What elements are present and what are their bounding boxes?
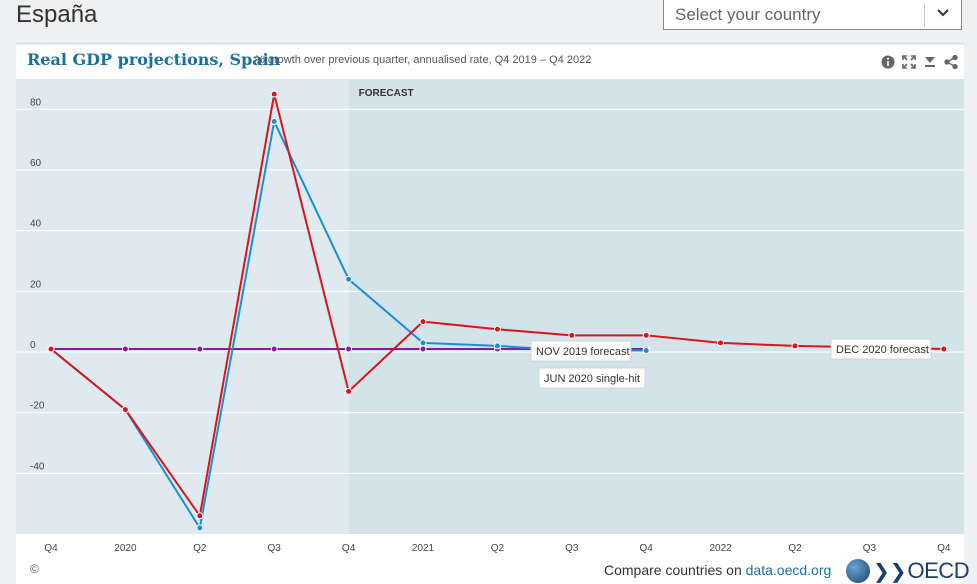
copyright-icon[interactable]: ©	[30, 562, 39, 576]
select-divider	[924, 3, 925, 27]
country-title: España	[16, 1, 98, 28]
x-tick-label: Q3	[268, 543, 282, 554]
x-tick-label: Q2	[193, 543, 207, 554]
compare-countries: Compare countries on data.oecd.org	[604, 562, 831, 578]
logo-slashes: ❯❯	[873, 560, 907, 583]
data-point	[345, 387, 353, 395]
series-label-box	[830, 338, 932, 360]
data-point	[791, 342, 799, 350]
chart-subtitle: % growth over previous quarter, annualis…	[255, 54, 592, 66]
y-tick-label: 40	[30, 219, 42, 230]
data-point	[345, 275, 353, 283]
data-point	[419, 318, 427, 326]
data-point	[196, 524, 204, 532]
info-icon[interactable]	[881, 55, 895, 69]
chevron-down-icon[interactable]	[935, 5, 951, 21]
y-tick-label: 60	[30, 158, 42, 169]
x-tick-label: Q4	[937, 543, 951, 554]
data-point	[419, 339, 427, 347]
data-point	[196, 512, 204, 520]
country-select[interactable]: Select your country	[663, 0, 962, 30]
x-tick-label: Q3	[565, 543, 579, 554]
history-background	[16, 79, 349, 534]
y-tick-label: -20	[30, 401, 45, 412]
data-point	[345, 345, 353, 353]
y-tick-label: -40	[30, 461, 45, 472]
y-tick-label: 80	[30, 97, 42, 108]
data-point	[568, 331, 576, 339]
x-tick-label: Q4	[44, 543, 58, 554]
x-tick-label: Q2	[491, 543, 505, 554]
data-point	[121, 406, 129, 414]
oecd-logo-text: OECD	[907, 558, 970, 583]
share-icon[interactable]	[944, 54, 958, 70]
x-tick-label: Q2	[788, 543, 802, 554]
series-label: NOV 2019 forecast	[530, 340, 632, 362]
data-point	[47, 345, 55, 353]
compare-prefix: Compare countries on	[604, 562, 742, 578]
fullscreen-icon[interactable]	[902, 55, 916, 69]
data-point	[642, 346, 650, 354]
series-label-box	[530, 340, 632, 362]
y-tick-label: 0	[30, 340, 36, 351]
forecast-label: FORECAST	[359, 88, 414, 99]
x-tick-label: 2021	[412, 543, 435, 554]
oecd-logo[interactable]: ❯❯ OECD	[846, 558, 970, 584]
data-point	[121, 345, 129, 353]
globe-icon	[846, 559, 870, 583]
data-point	[419, 345, 427, 353]
x-tick-label: Q4	[342, 543, 356, 554]
data-point	[270, 90, 278, 98]
data-point	[717, 339, 725, 347]
chart-toolbar	[881, 54, 958, 70]
data-point	[642, 331, 650, 339]
download-icon[interactable]	[923, 55, 937, 69]
series-label: DEC 2020 forecast	[830, 338, 932, 360]
country-select-placeholder: Select your country	[675, 5, 821, 24]
x-tick-label: Q3	[863, 543, 877, 554]
x-tick-label: 2020	[114, 543, 137, 554]
gdp-line-chart: -40 -20 0 20 40 60 80 FORECAST Q4 2020 Q2 Q3 Q4 2021 Q…	[16, 79, 964, 554]
chart-title: Real GDP projections, Spain	[27, 50, 281, 69]
series-label-box	[538, 367, 646, 389]
data-point	[493, 342, 501, 350]
data-point	[270, 117, 278, 125]
x-tick-label: Q4	[640, 543, 654, 554]
y-tick-label: 20	[30, 279, 42, 290]
chart-panel: Real GDP projections, Spain % growth ove…	[16, 42, 970, 584]
data-point	[940, 345, 948, 353]
data-point	[270, 345, 278, 353]
data-oecd-link[interactable]: data.oecd.org	[745, 562, 832, 578]
data-point	[196, 345, 204, 353]
series-label: JUN 2020 single-hit	[538, 367, 646, 389]
series-label-text: DEC 2020 forecast	[836, 344, 929, 356]
series-label-text: NOV 2019 forecast	[536, 346, 630, 358]
forecast-background	[348, 79, 964, 534]
x-tick-label: 2022	[709, 543, 732, 554]
data-point	[493, 325, 501, 333]
series-label-text: JUN 2020 single-hit	[544, 373, 640, 385]
